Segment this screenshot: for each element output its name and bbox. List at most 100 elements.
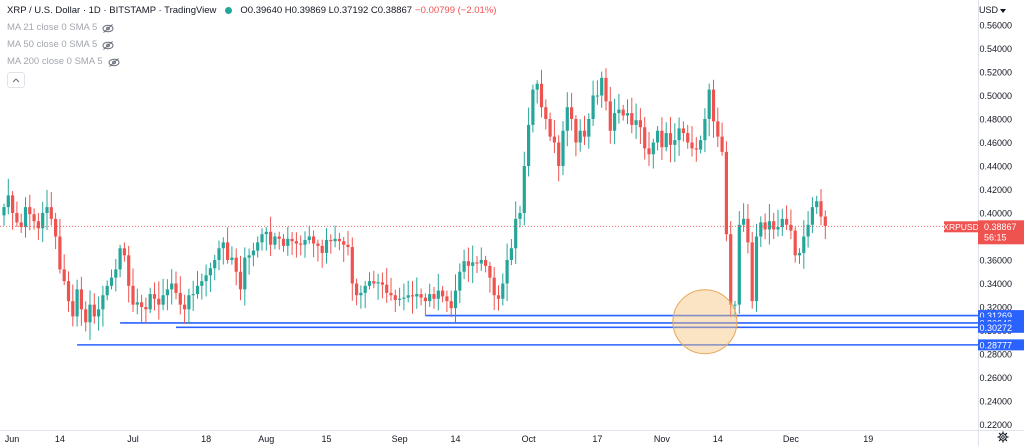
- candle-body: [436, 290, 440, 299]
- currency-label: USD: [978, 5, 998, 15]
- candle-body: [462, 261, 466, 272]
- level-label-box: [978, 321, 1024, 333]
- symbol-title[interactable]: XRP / U.S. Dollar · 1D · BITSTAMP · Trad…: [7, 5, 217, 16]
- x-axis[interactable]: Jun 14 Jul 18 Aug 15 Sep 14 Oct 17 Nov 14 Dec 19: [5, 434, 874, 444]
- candle-body: [565, 107, 569, 131]
- candle-body: [170, 283, 174, 290]
- candle-body: [643, 127, 647, 149]
- candle-body: [226, 242, 230, 260]
- candle-body: [269, 231, 273, 245]
- candle-body: [312, 236, 316, 244]
- candle-body: [466, 261, 470, 266]
- candle-body: [32, 214, 36, 222]
- candle-body: [548, 119, 552, 137]
- candle-body: [742, 218, 746, 225]
- support-levels: [77, 314, 978, 346]
- candle-body: [260, 234, 264, 243]
- candle-body: [699, 140, 703, 150]
- currency-selector[interactable]: USD: [979, 5, 1006, 15]
- candle-body: [28, 207, 32, 215]
- candle-body: [88, 304, 92, 323]
- candle-body: [806, 224, 810, 237]
- candle-body: [243, 257, 247, 290]
- candle-body: [772, 221, 776, 230]
- y-tick-label: 0.26000: [979, 373, 1012, 383]
- candle-body: [441, 290, 445, 297]
- candle-body: [187, 295, 191, 310]
- eye-hidden-icon[interactable]: [102, 23, 114, 33]
- candle-body: [445, 296, 449, 302]
- candle-body: [617, 109, 621, 114]
- candle-body: [191, 294, 195, 296]
- candle-body: [647, 148, 651, 155]
- candle-body: [681, 128, 685, 134]
- candle-body: [350, 247, 354, 284]
- candle-body: [501, 283, 505, 299]
- candle-body: [785, 218, 789, 225]
- candle-body: [217, 248, 221, 260]
- candle-body: [2, 207, 6, 216]
- x-tick-label: 17: [592, 434, 602, 444]
- candle-body: [690, 142, 694, 149]
- candle-body: [419, 294, 423, 298]
- candle-body: [484, 260, 488, 266]
- candle-body: [105, 285, 109, 296]
- indicator-ma50[interactable]: MA 50 close 0 SMA 5: [7, 40, 496, 50]
- candle-body: [668, 133, 673, 145]
- eye-hidden-icon[interactable]: [108, 57, 120, 67]
- candle-body: [561, 130, 565, 166]
- candle-body: [273, 236, 277, 245]
- candle-body: [673, 140, 677, 145]
- indicator-ma21[interactable]: MA 21 close 0 SMA 5: [7, 22, 496, 34]
- candle-body: [505, 260, 509, 284]
- candle-body: [522, 166, 526, 213]
- candle-body: [277, 236, 281, 239]
- candle-body: [694, 148, 698, 150]
- candle-body: [595, 95, 599, 97]
- candle-body: [148, 294, 152, 310]
- candle-body: [58, 236, 62, 270]
- candle-body: [815, 201, 819, 208]
- candle-body: [204, 275, 208, 282]
- candle-body: [127, 255, 131, 286]
- ohlc-values: O0.39640 H0.39869 L0.37192 C0.38867: [240, 5, 413, 16]
- x-tick-label: 14: [713, 434, 723, 444]
- collapse-legend-button[interactable]: [7, 71, 25, 88]
- y-tick-label: 0.34000: [979, 279, 1012, 289]
- candle-body: [183, 304, 187, 310]
- candle-body: [630, 113, 634, 125]
- candle-body: [535, 83, 539, 90]
- candle-body: [118, 248, 122, 270]
- candle-body: [570, 107, 574, 119]
- y-tick-label: 0.48000: [979, 115, 1012, 125]
- candle-body: [152, 294, 157, 299]
- candle-body: [557, 142, 561, 166]
- x-tick-label: 14: [450, 434, 460, 444]
- x-tick-label: Jul: [127, 434, 139, 444]
- candle-body: [759, 222, 763, 237]
- level-label: 0.31269: [979, 311, 1012, 321]
- candle-body: [200, 281, 204, 286]
- candle-body: [6, 195, 10, 208]
- eye-hidden-icon[interactable]: [102, 40, 114, 50]
- x-tick-label: 14: [55, 434, 65, 444]
- candle-body: [410, 295, 415, 297]
- candle-body: [342, 241, 346, 245]
- candle-body: [140, 302, 144, 307]
- candle-body: [101, 295, 105, 310]
- candle-body: [299, 243, 303, 245]
- candle-body: [686, 133, 690, 143]
- candle-body: [251, 250, 255, 256]
- gear-icon[interactable]: [997, 431, 1009, 443]
- candle-body: [23, 207, 28, 228]
- level-label: 0.28777: [979, 340, 1012, 350]
- candle-body: [122, 248, 126, 256]
- indicator-label: MA 200 close 0 SMA 5: [7, 56, 103, 68]
- candle-body: [19, 222, 23, 228]
- indicator-ma200[interactable]: MA 200 close 0 SMA 5: [7, 56, 496, 68]
- candle-body: [114, 269, 118, 278]
- candle-body: [372, 281, 376, 284]
- indicator-label: MA 21 close 0 SMA 5: [7, 22, 98, 34]
- candle-body: [539, 83, 544, 108]
